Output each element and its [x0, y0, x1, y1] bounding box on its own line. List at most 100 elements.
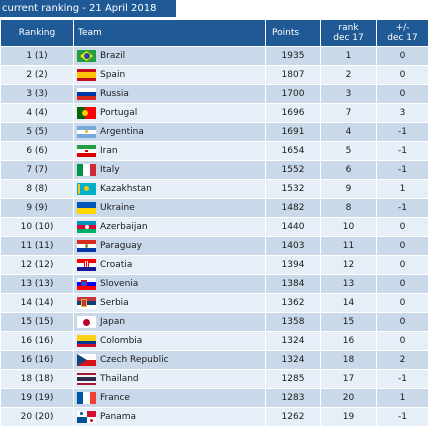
team-name[interactable]: Kazakhstan [100, 184, 152, 194]
table-row[interactable]: 2 (2) Spain 1807 2 0 [0, 65, 429, 85]
team-cell[interactable]: Croatia [73, 255, 266, 275]
table-row[interactable]: 4 (4) Portugal 1696 7 3 [0, 103, 429, 123]
team-cell[interactable]: Panama [73, 407, 266, 427]
team-cell[interactable]: Portugal [73, 103, 266, 123]
table-row[interactable]: 7 (7) Italy 1552 6 -1 [0, 160, 429, 180]
team-name[interactable]: Panama [100, 412, 137, 422]
table-row[interactable]: 8 (8) Kazakhstan 1532 9 1 [0, 179, 429, 199]
table-row[interactable]: 18 (18) Thailand 1285 17 -1 [0, 369, 429, 389]
table-row[interactable]: 6 (6) Iran 1654 5 -1 [0, 141, 429, 161]
iran-flag-icon [77, 145, 96, 157]
table-row[interactable]: 5 (5) Argentina 1691 4 -1 [0, 122, 429, 142]
team-cell[interactable]: Italy [73, 160, 266, 180]
points-cell: 1358 [265, 312, 321, 332]
team-name[interactable]: Italy [100, 165, 120, 175]
team-cell[interactable]: Thailand [73, 369, 266, 389]
team-cell[interactable]: Ukraine [73, 198, 266, 218]
team-name[interactable]: Slovenia [100, 279, 139, 289]
panama-flag-icon [77, 411, 96, 423]
rank-dec17-cell: 8 [320, 198, 377, 218]
paraguay-flag-icon [77, 240, 96, 252]
table-row[interactable]: 11 (11) Paraguay 1403 11 0 [0, 236, 429, 256]
column-header-rank-dec17[interactable]: rank dec 17 [320, 19, 377, 47]
rank-header-line1: rank [338, 23, 359, 33]
team-name[interactable]: Colombia [100, 336, 143, 346]
team-cell[interactable]: Colombia [73, 331, 266, 351]
team-name[interactable]: Russia [100, 89, 129, 99]
rank-cell: 5 (5) [0, 122, 74, 142]
team-cell[interactable]: Spain [73, 65, 266, 85]
team-cell[interactable]: Russia [73, 84, 266, 104]
team-name[interactable]: Portugal [100, 108, 138, 118]
czech-flag-icon [77, 354, 96, 366]
japan-flag-icon [77, 316, 96, 328]
rank-dec17-cell: 4 [320, 122, 377, 142]
team-cell[interactable]: Brazil [73, 46, 266, 66]
rank-cell: 6 (6) [0, 141, 74, 161]
table-row[interactable]: 20 (20) Panama 1262 19 -1 [0, 407, 429, 427]
rank-dec17-cell: 11 [320, 236, 377, 256]
team-cell[interactable]: Paraguay [73, 236, 266, 256]
change-cell: 1 [376, 388, 429, 408]
table-row[interactable]: 19 (19) France 1283 20 1 [0, 388, 429, 408]
table-row[interactable]: 14 (14) Serbia 1362 14 0 [0, 293, 429, 313]
team-name[interactable]: Azerbaijan [100, 222, 148, 232]
points-cell: 1285 [265, 369, 321, 389]
column-header-change-dec17[interactable]: +/- dec 17 [376, 19, 429, 47]
slovenia-flag-icon [77, 278, 96, 290]
team-cell[interactable]: Iran [73, 141, 266, 161]
points-cell: 1700 [265, 84, 321, 104]
team-name[interactable]: Ukraine [100, 203, 135, 213]
table-row[interactable]: 1 (1) Brazil 1935 1 0 [0, 46, 429, 66]
points-cell: 1552 [265, 160, 321, 180]
team-name[interactable]: Czech Republic [100, 355, 169, 365]
rank-dec17-cell: 9 [320, 179, 377, 199]
table-row[interactable]: 13 (13) Slovenia 1384 13 0 [0, 274, 429, 294]
team-cell[interactable]: Serbia [73, 293, 266, 313]
table-row[interactable]: 15 (15) Japan 1358 15 0 [0, 312, 429, 332]
rank-cell: 11 (11) [0, 236, 74, 256]
team-cell[interactable]: Slovenia [73, 274, 266, 294]
rank-cell: 8 (8) [0, 179, 74, 199]
column-header-points[interactable]: Points [265, 19, 321, 47]
change-cell: 3 [376, 103, 429, 123]
table-body: 1 (1) Brazil 1935 1 0 2 (2) Spain 1807 2 0 3 (3) Ru… [0, 46, 429, 427]
team-name[interactable]: France [100, 393, 130, 403]
table-row[interactable]: 10 (10) Azerbaijan 1440 10 0 [0, 217, 429, 237]
rank-cell: 19 (19) [0, 388, 74, 408]
team-cell[interactable]: Japan [73, 312, 266, 332]
points-cell: 1362 [265, 293, 321, 313]
points-cell: 1262 [265, 407, 321, 427]
change-cell: -1 [376, 369, 429, 389]
rank-cell: 14 (14) [0, 293, 74, 313]
team-name[interactable]: Thailand [100, 374, 139, 384]
team-cell[interactable]: Azerbaijan [73, 217, 266, 237]
rank-cell: 13 (13) [0, 274, 74, 294]
team-cell[interactable]: Czech Republic [73, 350, 266, 370]
column-header-team[interactable]: Team [73, 19, 266, 47]
spain-flag-icon [77, 69, 96, 81]
table-row[interactable]: 16 (16) Czech Republic 1324 18 2 [0, 350, 429, 370]
team-cell[interactable]: Kazakhstan [73, 179, 266, 199]
team-name[interactable]: Argentina [100, 127, 144, 137]
rank-cell: 9 (9) [0, 198, 74, 218]
change-cell: 0 [376, 236, 429, 256]
team-name[interactable]: Brazil [100, 51, 126, 61]
table-row[interactable]: 3 (3) Russia 1700 3 0 [0, 84, 429, 104]
team-name[interactable]: Iran [100, 146, 118, 156]
points-cell: 1532 [265, 179, 321, 199]
table-row[interactable]: 16 (16) Colombia 1324 16 0 [0, 331, 429, 351]
france-flag-icon [77, 392, 96, 404]
team-cell[interactable]: Argentina [73, 122, 266, 142]
team-cell[interactable]: France [73, 388, 266, 408]
team-name[interactable]: Japan [100, 317, 126, 327]
team-name[interactable]: Spain [100, 70, 126, 80]
team-name[interactable]: Serbia [100, 298, 129, 308]
table-row[interactable]: 9 (9) Ukraine 1482 8 -1 [0, 198, 429, 218]
argentina-flag-icon [77, 126, 96, 138]
column-header-ranking[interactable]: Ranking [0, 19, 74, 47]
team-name[interactable]: Croatia [100, 260, 133, 270]
change-cell: 0 [376, 274, 429, 294]
table-row[interactable]: 12 (12) Croatia 1394 12 0 [0, 255, 429, 275]
team-name[interactable]: Paraguay [100, 241, 143, 251]
